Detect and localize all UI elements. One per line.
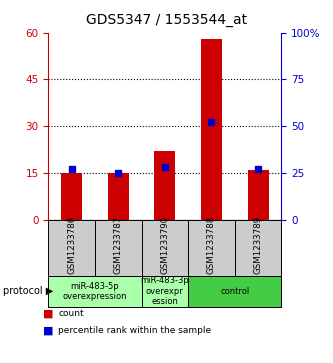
Text: GSM1233789: GSM1233789 (253, 216, 263, 274)
Text: GSM1233787: GSM1233787 (114, 216, 123, 274)
Text: GDS5347 / 1553544_at: GDS5347 / 1553544_at (86, 13, 247, 27)
Text: control: control (220, 287, 249, 296)
Bar (155, 151, 175, 220)
Text: miR-483-5p
overexpression: miR-483-5p overexpression (63, 282, 127, 301)
Text: ■: ■ (43, 325, 54, 335)
Text: percentile rank within the sample: percentile rank within the sample (58, 326, 211, 335)
Bar (108, 173, 129, 220)
Bar (248, 170, 268, 220)
Text: GSM1233790: GSM1233790 (160, 216, 169, 274)
Text: miR-483-3p
overexpr
ession: miR-483-3p overexpr ession (141, 276, 189, 306)
Text: protocol ▶: protocol ▶ (3, 286, 54, 296)
Bar (201, 39, 222, 220)
Text: count: count (58, 310, 84, 318)
Text: ■: ■ (43, 309, 54, 319)
Text: GSM1233788: GSM1233788 (207, 216, 216, 274)
Bar (61, 173, 82, 220)
Text: GSM1233786: GSM1233786 (67, 216, 76, 274)
